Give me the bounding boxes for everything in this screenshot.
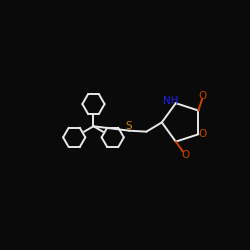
- Text: O: O: [181, 150, 189, 160]
- Text: NH: NH: [163, 96, 179, 106]
- Text: O: O: [198, 129, 207, 139]
- Text: O: O: [198, 91, 206, 101]
- Text: S: S: [126, 122, 132, 132]
